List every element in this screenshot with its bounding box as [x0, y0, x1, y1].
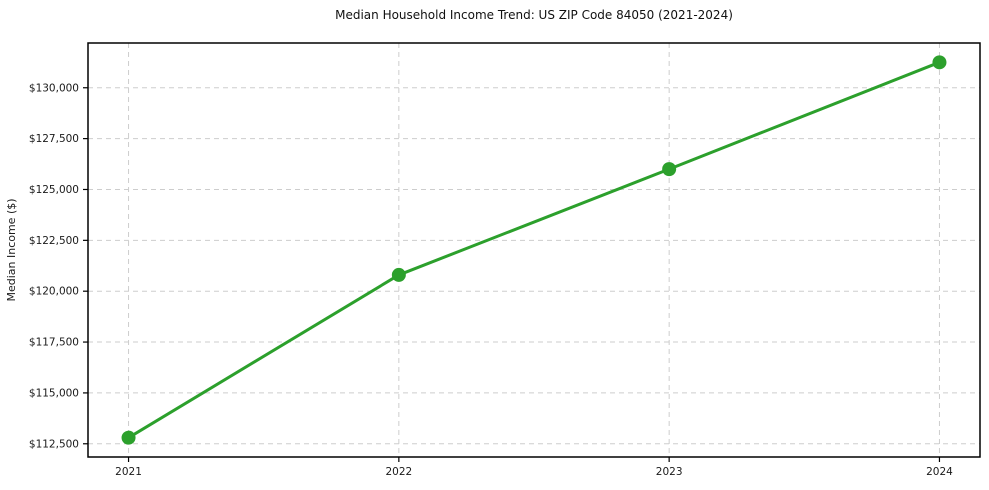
- y-tick-label-112500: $112,500: [29, 438, 79, 450]
- trend-line: [127, 60, 941, 440]
- x-tick-label-2022: 2022: [385, 466, 412, 478]
- x-tick-label-2023: 2023: [656, 466, 683, 478]
- y-tick-label-125000: $125,000: [29, 184, 79, 196]
- y-tick-label-130000: $130,000: [29, 82, 79, 94]
- y-tick-label-122500: $122,500: [29, 235, 79, 247]
- x-tick-label-2021: 2021: [115, 466, 142, 478]
- data-point-2024: [932, 55, 947, 70]
- x-tick-label-2024: 2024: [926, 466, 953, 478]
- data-point-2021: [121, 430, 136, 445]
- data-point-2023: [662, 162, 677, 177]
- y-tick-label-120000: $120,000: [29, 286, 79, 298]
- plot-border: [87, 42, 981, 458]
- y-tick-label-127500: $127,500: [29, 133, 79, 145]
- y-tick-label-117500: $117,500: [29, 337, 79, 349]
- y-tick-label-115000: $115,000: [29, 387, 79, 399]
- y-axis-label: Median Income ($): [5, 198, 18, 301]
- chart-title: Median Household Income Trend: US ZIP Co…: [335, 8, 733, 22]
- data-point-2022: [391, 267, 406, 282]
